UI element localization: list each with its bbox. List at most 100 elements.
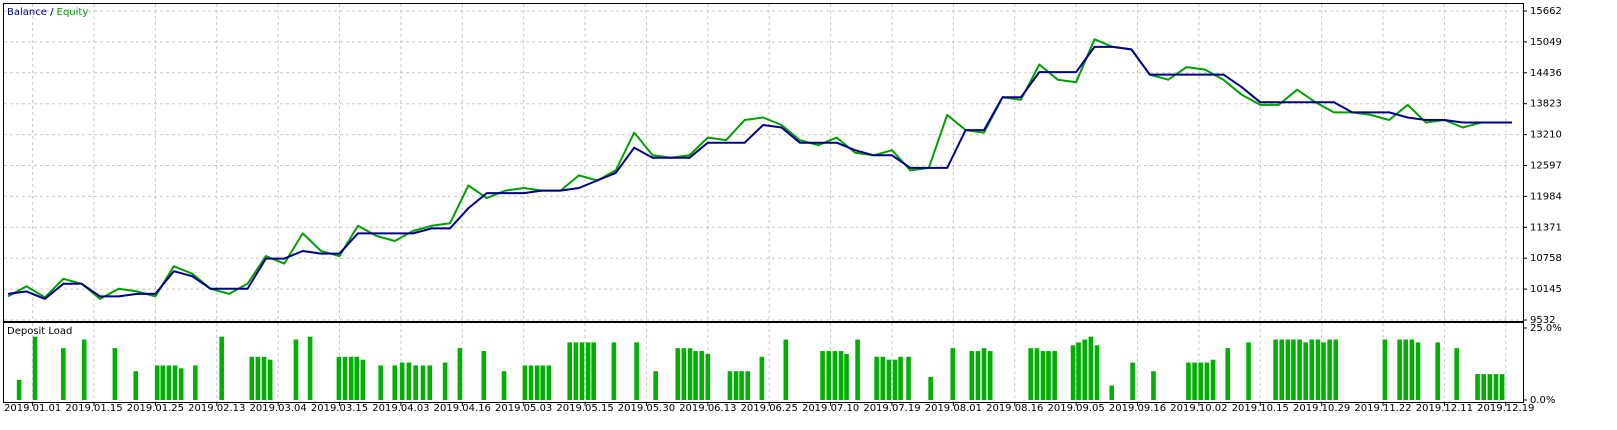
bar xyxy=(261,356,267,400)
x-tick-label: 2019.07.19 xyxy=(863,403,920,414)
bar xyxy=(1315,339,1321,400)
y-tick-label: 13823 xyxy=(1530,99,1562,110)
x-tick-label: 2019.04.16 xyxy=(434,403,491,414)
bar xyxy=(1028,348,1033,400)
x-tick-label: 2019.11.22 xyxy=(1354,403,1411,414)
bar xyxy=(733,371,739,400)
bar xyxy=(1403,339,1409,400)
x-tick-label: 2019.10.02 xyxy=(1170,403,1227,414)
bar xyxy=(1192,362,1197,400)
bar xyxy=(427,365,433,400)
bar xyxy=(255,356,261,400)
bar xyxy=(1285,339,1291,400)
bar xyxy=(1210,359,1216,400)
bar xyxy=(336,356,342,400)
series-line xyxy=(7,45,1512,300)
bar xyxy=(133,371,139,400)
bar xyxy=(892,359,898,400)
x-tick-label: 2019.03.15 xyxy=(311,403,368,414)
bar xyxy=(192,365,198,400)
bar xyxy=(855,339,860,400)
bar xyxy=(727,371,733,400)
bar xyxy=(1493,374,1499,400)
x-tick-label: 2019.10.29 xyxy=(1293,403,1350,414)
bar xyxy=(1088,336,1094,400)
bar xyxy=(1130,362,1135,400)
bar xyxy=(699,351,704,400)
bar xyxy=(413,365,418,400)
panel-title: Deposit Load xyxy=(7,326,72,337)
bar xyxy=(522,365,528,400)
bar xyxy=(675,348,681,400)
bar xyxy=(573,342,579,400)
bar xyxy=(1204,362,1210,400)
bar xyxy=(880,356,886,400)
bar xyxy=(420,365,426,400)
x-tick-label: 2019.08.01 xyxy=(925,403,982,414)
bar xyxy=(826,351,832,400)
y-tick-label: 10758 xyxy=(1530,253,1562,264)
x-tick-label: 2019.12.19 xyxy=(1477,403,1534,414)
bar xyxy=(457,348,463,400)
bar xyxy=(342,356,348,400)
bar xyxy=(681,348,687,400)
bar xyxy=(874,356,879,400)
bar xyxy=(112,348,118,400)
x-tick-label: 2019.08.16 xyxy=(986,403,1043,414)
bar xyxy=(1327,339,1332,400)
bar xyxy=(442,362,448,400)
bar xyxy=(1273,339,1278,400)
bar xyxy=(249,356,255,400)
bar xyxy=(898,356,903,400)
bar xyxy=(1109,385,1115,400)
bar xyxy=(693,351,698,400)
x-tick-label: 2019.09.05 xyxy=(1047,403,1104,414)
bar xyxy=(219,336,224,400)
bar xyxy=(1409,339,1415,400)
bar xyxy=(534,365,540,400)
bar xyxy=(1333,339,1339,400)
bar xyxy=(1321,342,1326,400)
bar xyxy=(1040,351,1046,400)
bar xyxy=(1046,351,1051,400)
bar xyxy=(634,342,639,400)
bar xyxy=(838,351,844,400)
bar xyxy=(1225,348,1231,400)
series-line xyxy=(7,38,1512,300)
bar xyxy=(687,348,693,400)
legend-entry: Balance xyxy=(7,7,47,18)
x-tick-label: 2019.06.25 xyxy=(741,403,798,414)
bar xyxy=(981,348,987,400)
bar xyxy=(653,371,658,400)
x-tick-label: 2019.12.11 xyxy=(1416,403,1473,414)
bar xyxy=(928,376,933,400)
bar xyxy=(399,362,405,400)
mark-layer xyxy=(7,38,1512,400)
bar xyxy=(501,371,507,400)
bar xyxy=(32,336,38,400)
bar xyxy=(975,351,981,400)
bar xyxy=(1246,342,1251,400)
bar xyxy=(546,365,552,400)
y-tick-label: 11371 xyxy=(1530,222,1562,233)
bar xyxy=(360,359,366,400)
x-tick-label: 2019.05.30 xyxy=(618,403,675,414)
grid-layer xyxy=(4,4,1527,406)
bar xyxy=(745,371,751,400)
legend: Balance / Equity xyxy=(7,7,88,18)
bar xyxy=(166,365,172,400)
x-tick-label: 2019.05.15 xyxy=(556,403,613,414)
bar xyxy=(1297,339,1302,400)
bar xyxy=(1082,339,1088,400)
bar xyxy=(178,368,184,400)
bar xyxy=(739,371,744,400)
bar xyxy=(1454,348,1459,400)
y-tick-label: 11984 xyxy=(1530,191,1562,202)
bar xyxy=(820,351,825,400)
bar xyxy=(406,362,412,400)
bar xyxy=(844,353,849,400)
y-tick-label: 9532 xyxy=(1530,315,1555,326)
bar xyxy=(969,351,975,400)
bar xyxy=(160,365,166,400)
x-tick-label: 2019.05.03 xyxy=(495,403,552,414)
